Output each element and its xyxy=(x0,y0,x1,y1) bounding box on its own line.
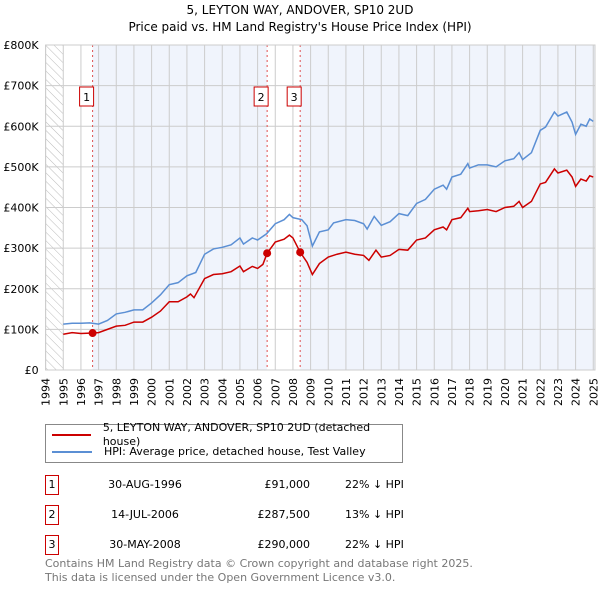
sale-label-box xyxy=(286,86,302,107)
x-tick-label: 2011 xyxy=(340,378,353,406)
property-price-line xyxy=(63,167,594,335)
legend: 5, LEYTON WAY, ANDOVER, SP10 2UD (detach… xyxy=(45,421,403,463)
x-tick-label: 2024 xyxy=(570,378,583,406)
x-tick-label: 2001 xyxy=(163,378,176,406)
y-tick-label: £500K xyxy=(3,161,39,174)
x-tick-label: 2009 xyxy=(305,378,318,406)
legend-swatch-blue xyxy=(52,451,92,453)
y-tick-label: £600K xyxy=(3,120,39,133)
chart-title: 5, LEYTON WAY, ANDOVER, SP10 2UD xyxy=(187,3,414,17)
x-tick-label: 1998 xyxy=(110,378,123,406)
table-row: 2 14-JUL-2006 £287,500 13% ↓ HPI xyxy=(45,505,425,525)
x-tick-label: 2004 xyxy=(216,378,229,406)
x-tick-label: 2000 xyxy=(146,378,159,406)
y-tick-label: £700K xyxy=(3,80,39,93)
x-tick-label: 2013 xyxy=(375,378,388,406)
x-tick-label: 2018 xyxy=(464,378,477,406)
legend-item-property: 5, LEYTON WAY, ANDOVER, SP10 2UD (detach… xyxy=(52,421,402,448)
x-tick-label: 2008 xyxy=(287,378,300,406)
x-tick-label: 2003 xyxy=(199,378,212,406)
sale-point xyxy=(263,249,272,258)
x-tick-label: 2025 xyxy=(587,378,600,406)
sale-hpi-diff: 13% ↓ HPI xyxy=(345,508,404,521)
x-tick-label: 2002 xyxy=(181,378,194,406)
sale-price: £287,500 xyxy=(257,508,311,521)
legend-label: HPI: Average price, detached house, Test… xyxy=(104,445,366,458)
sale-label: 1 xyxy=(83,91,90,104)
legend-label: 5, LEYTON WAY, ANDOVER, SP10 2UD (detach… xyxy=(102,421,371,448)
sale-label: 3 xyxy=(291,91,298,104)
sale-hpi-diff: 22% ↓ HPI xyxy=(345,538,404,551)
footer: Contains HM Land Registry data © Crown c… xyxy=(45,557,473,585)
x-tick-label: 2012 xyxy=(358,378,371,406)
sale-point xyxy=(296,248,305,257)
sale-number-badge: 2 xyxy=(45,505,59,525)
x-tick-label: 2020 xyxy=(499,378,512,406)
legend-item-hpi: HPI: Average price, detached house, Test… xyxy=(52,445,366,459)
sale-point xyxy=(88,329,97,338)
plot-frame xyxy=(45,44,596,371)
x-tick-label: 1996 xyxy=(75,378,88,406)
sale-label-box xyxy=(253,86,269,107)
table-row: 3 30-MAY-2008 £290,000 22% ↓ HPI xyxy=(45,535,425,555)
x-tick-label: 2022 xyxy=(534,378,547,406)
footer-licence: This data is licensed under the Open Gov… xyxy=(45,571,396,584)
x-tick-label: 1999 xyxy=(128,378,141,406)
x-tick-label: 2005 xyxy=(234,378,247,406)
y-tick-label: £100K xyxy=(3,323,39,336)
sale-price: £91,000 xyxy=(264,478,311,491)
x-tick-label: 2014 xyxy=(393,378,406,406)
sale-number-badge: 1 xyxy=(45,475,59,495)
x-tick-label: 2016 xyxy=(428,378,441,406)
sale-price: £290,000 xyxy=(257,538,311,551)
x-tick-label: 2021 xyxy=(517,378,530,406)
y-tick-label: £400K xyxy=(3,202,39,215)
y-tick-label: £200K xyxy=(3,283,39,296)
legend-swatch-red xyxy=(52,434,91,436)
x-tick-label: 2019 xyxy=(481,378,494,406)
table-row: 1 30-AUG-1996 £91,000 22% ↓ HPI xyxy=(45,475,425,495)
chart-subtitle: Price paid vs. HM Land Registry's House … xyxy=(128,20,471,34)
sale-number-badge: 3 xyxy=(45,535,59,555)
sale-label-box xyxy=(79,86,95,107)
sale-date: 30-MAY-2008 xyxy=(109,538,181,551)
price-chart: 5, LEYTON WAY, ANDOVER, SP10 2UD Price p… xyxy=(3,3,600,406)
x-tick-label: 2015 xyxy=(411,378,424,406)
hpi-line xyxy=(63,110,594,325)
footer-copyright: Contains HM Land Registry data © Crown c… xyxy=(45,557,473,570)
x-tick-label: 2017 xyxy=(446,378,459,406)
x-tick-label: 1994 xyxy=(40,378,53,406)
sale-date: 30-AUG-1996 xyxy=(108,478,182,491)
sale-hpi-diff: 22% ↓ HPI xyxy=(345,478,404,491)
x-tick-label: 2023 xyxy=(552,378,565,406)
y-tick-label: £0 xyxy=(25,364,39,377)
sale-date: 14-JUL-2006 xyxy=(111,508,179,521)
y-tick-label: £800K xyxy=(3,39,39,52)
x-tick-label: 2007 xyxy=(269,378,282,406)
y-tick-label: £300K xyxy=(3,242,39,255)
x-tick-label: 1997 xyxy=(93,378,106,406)
x-tick-label: 2010 xyxy=(322,378,335,406)
x-tick-label: 2006 xyxy=(252,378,265,406)
x-tick-label: 1995 xyxy=(57,378,70,406)
sale-label: 2 xyxy=(258,91,265,104)
